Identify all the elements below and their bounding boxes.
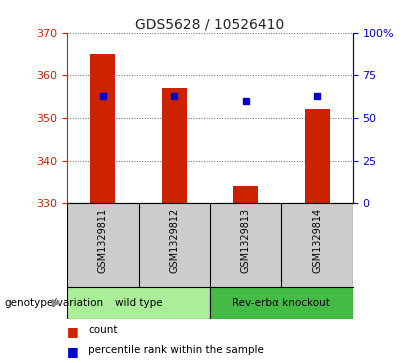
Text: ▶: ▶ — [52, 298, 61, 308]
Text: genotype/variation: genotype/variation — [4, 298, 103, 308]
Title: GDS5628 / 10526410: GDS5628 / 10526410 — [135, 17, 285, 32]
Text: GSM1329814: GSM1329814 — [312, 207, 322, 273]
Bar — [162, 88, 187, 203]
Bar — [304, 109, 330, 203]
Text: ■: ■ — [67, 345, 79, 358]
Text: GSM1329812: GSM1329812 — [169, 207, 179, 273]
Bar — [67, 287, 210, 319]
Text: percentile rank within the sample: percentile rank within the sample — [88, 345, 264, 355]
Text: ■: ■ — [67, 325, 79, 338]
Text: count: count — [88, 325, 118, 335]
Text: Rev-erbα knockout: Rev-erbα knockout — [232, 298, 331, 308]
Bar — [233, 186, 258, 203]
Bar — [210, 287, 353, 319]
Text: GSM1329813: GSM1329813 — [241, 207, 251, 273]
Text: GSM1329811: GSM1329811 — [98, 207, 108, 273]
Text: wild type: wild type — [115, 298, 163, 308]
Bar — [90, 54, 116, 203]
